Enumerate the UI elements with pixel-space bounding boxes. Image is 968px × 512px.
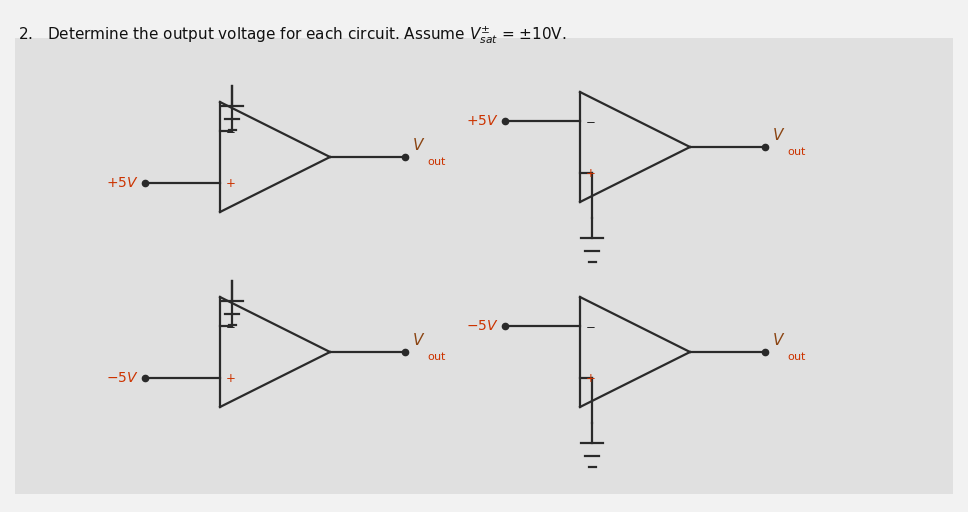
Text: $+$: $+$ bbox=[225, 177, 235, 190]
Text: $\mathit{V}$: $\mathit{V}$ bbox=[412, 137, 425, 153]
Text: $\mathsf{out}$: $\mathsf{out}$ bbox=[427, 155, 447, 167]
Text: $+$: $+$ bbox=[585, 167, 595, 180]
Text: $\mathit{V}$: $\mathit{V}$ bbox=[772, 127, 785, 143]
Text: $-$: $-$ bbox=[585, 319, 595, 332]
Text: $-$: $-$ bbox=[225, 124, 235, 137]
Text: $\mathit{+5V}$: $\mathit{+5V}$ bbox=[467, 114, 499, 127]
Text: $\mathsf{out}$: $\mathsf{out}$ bbox=[787, 145, 807, 157]
Text: $-$: $-$ bbox=[585, 114, 595, 127]
Text: $\mathsf{out}$: $\mathsf{out}$ bbox=[787, 350, 807, 362]
Text: $\mathit{V}$: $\mathit{V}$ bbox=[772, 332, 785, 348]
Text: $\mathsf{out}$: $\mathsf{out}$ bbox=[427, 350, 447, 362]
Text: 2.   Determine the output voltage for each circuit. Assume $V^{\pm}_{sat}$ = $\p: 2. Determine the output voltage for each… bbox=[18, 24, 566, 46]
Text: $+$: $+$ bbox=[585, 372, 595, 385]
Bar bbox=[15, 38, 953, 494]
Text: $\mathit{V}$: $\mathit{V}$ bbox=[412, 332, 425, 348]
Text: $-$: $-$ bbox=[225, 319, 235, 332]
Text: $\mathit{+5V}$: $\mathit{+5V}$ bbox=[106, 177, 139, 190]
Text: $\mathit{-5V}$: $\mathit{-5V}$ bbox=[106, 371, 139, 386]
Text: $\mathit{-5V}$: $\mathit{-5V}$ bbox=[467, 318, 499, 333]
Text: $+$: $+$ bbox=[225, 372, 235, 385]
